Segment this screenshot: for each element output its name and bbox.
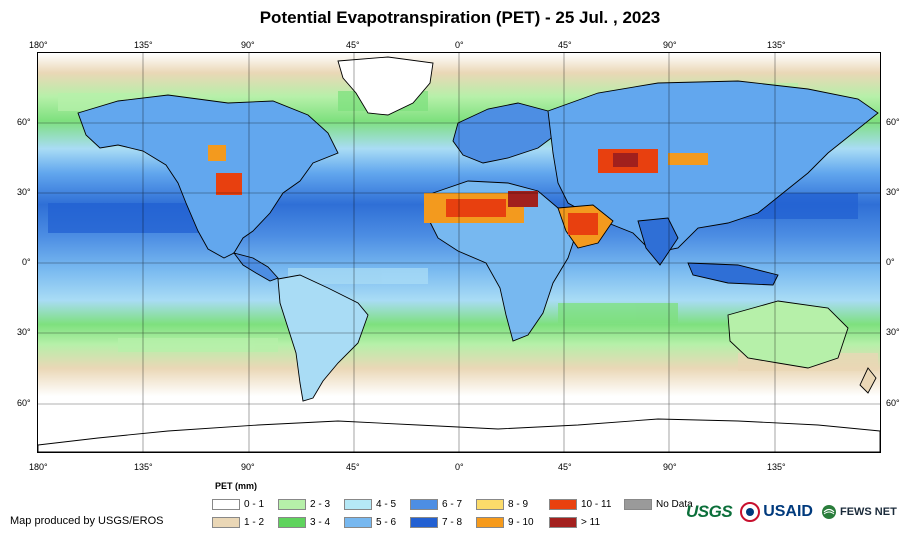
lon-label: 90° [241,40,255,50]
legend-swatch [410,498,438,510]
lon-label: 180° [29,462,48,472]
lon-label: 135° [767,40,786,50]
lat-label: 30° [17,327,31,337]
legend-swatch [476,516,504,528]
pet-map [37,52,881,453]
map-credit: Map produced by USGS/EROS [10,515,164,527]
legend-item: 7 - 8 [410,515,462,529]
legend-swatch [549,516,577,528]
legend-item: > 11 [549,515,600,529]
usgs-wordmark: USGS [686,502,733,521]
legend-swatch [476,498,504,510]
lat-label: 60° [17,117,31,127]
legend-item: 0 - 1 [212,497,264,511]
legend-label: 10 - 11 [581,498,612,510]
south-america [277,274,369,402]
lon-label: 45° [558,40,572,50]
legend-title: PET (mm) [215,481,258,491]
legend-item: 10 - 11 [549,497,611,511]
legend-swatch [278,516,306,528]
lon-label: 90° [663,40,677,50]
lon-label: 135° [134,40,153,50]
lat-label: 30° [17,187,31,197]
pet-map-canvas [38,53,880,452]
legend-label: 7 - 8 [442,516,463,528]
lon-label: 90° [241,462,255,472]
legend-item: 1 - 2 [212,515,264,529]
greenland [337,56,434,116]
legend-label: 5 - 6 [376,516,397,528]
legend-label: No Data [656,498,693,510]
legend-item: 4 - 5 [344,497,396,511]
fews-wordmark: FEWS NET [839,506,897,518]
map-title: Potential Evapotranspiration (PET) - 25 … [259,8,661,27]
lon-label: 90° [663,462,677,472]
legend-label: > 11 [581,516,600,528]
lon-label: 45° [346,462,360,472]
legend-label: 1 - 2 [244,516,265,528]
pet-hotspots [208,145,708,235]
lat-label: 0° [886,257,895,267]
legend: 0 - 1 1 - 2 2 - 3 3 - 4 4 - 5 5 - 6 6 - … [212,497,693,531]
lon-label: 45° [346,40,360,50]
fews-globe-icon [821,505,836,519]
usaid-logo: USAID [740,502,813,522]
legend-swatch [549,498,577,510]
lon-label: 0° [455,40,464,50]
indonesia [687,262,779,286]
fews-logo: FEWS NET [821,504,897,520]
legend-item: 8 - 9 [476,497,528,511]
new-zealand [859,367,877,394]
legend-item: 5 - 6 [344,515,396,529]
legend-swatch [344,498,372,510]
australia [727,300,849,369]
lat-label: 60° [886,117,900,127]
graticule [38,53,880,452]
legend-swatch [212,498,240,510]
lon-label: 0° [455,462,464,472]
lon-label: 180° [29,40,48,50]
lat-label: 60° [886,398,900,408]
legend-label: 6 - 7 [442,498,463,510]
legend-item: 9 - 10 [476,515,534,529]
legend-item: No Data [624,497,693,511]
logo-strip: USGS USAID FEWS NET [686,497,905,527]
legend-label: 8 - 9 [508,498,529,510]
lon-label: 135° [134,462,153,472]
legend-label: 4 - 5 [376,498,397,510]
lat-label: 30° [886,327,900,337]
legend-label: 9 - 10 [508,516,534,528]
europe [452,102,559,164]
legend-item: 3 - 4 [278,515,330,529]
lon-label: 135° [767,462,786,472]
legend-label: 0 - 1 [244,498,265,510]
legend-swatch [278,498,306,510]
legend-item: 6 - 7 [410,497,462,511]
central-america [232,252,279,282]
lon-label: 45° [558,462,572,472]
usgs-logo: USGS [686,502,733,522]
legend-swatch [410,516,438,528]
usaid-seal-icon [740,502,761,522]
lat-label: 30° [886,187,900,197]
lat-label: 60° [17,398,31,408]
usaid-wordmark: USAID [763,503,813,520]
legend-swatch [344,516,372,528]
lat-label: 0° [22,257,31,267]
legend-swatch [212,516,240,528]
legend-item: 2 - 3 [278,497,330,511]
legend-swatch [624,498,652,510]
legend-label: 2 - 3 [310,498,331,510]
legend-label: 3 - 4 [310,516,331,528]
